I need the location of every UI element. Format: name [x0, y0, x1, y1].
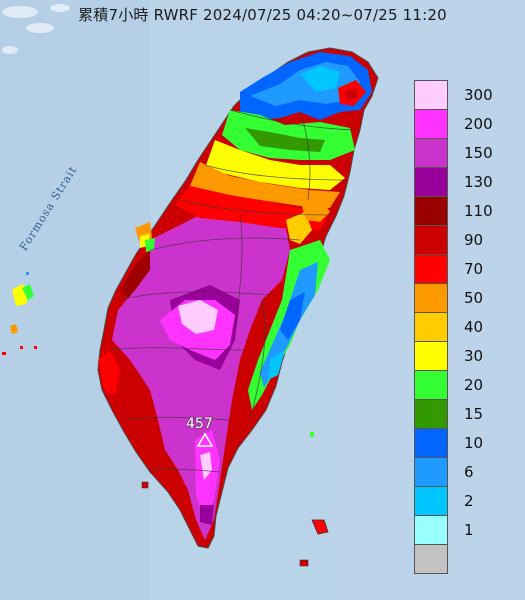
legend-label: 20 — [464, 376, 484, 394]
legend-swatch — [414, 341, 448, 371]
legend-swatch — [414, 515, 448, 545]
cloud-patch — [2, 4, 70, 54]
legend-swatch — [414, 80, 448, 110]
peak-value: 457 — [186, 416, 213, 432]
legend-label: 2 — [464, 492, 474, 510]
county-boundaries — [111, 109, 356, 473]
legend-label: 6 — [464, 463, 474, 481]
legend-swatch — [414, 399, 448, 429]
liuqiu-island — [141, 481, 149, 489]
legend-swatch — [414, 138, 448, 168]
legend-swatch — [414, 370, 448, 400]
legend-label: 70 — [464, 260, 484, 278]
legend-swatch — [414, 254, 448, 284]
legend-swatch — [414, 312, 448, 342]
legend-label: 10 — [464, 434, 484, 452]
legend-swatch — [414, 196, 448, 226]
legend-label: 1 — [464, 521, 474, 539]
legend-label: 150 — [464, 144, 493, 162]
legend-label: 200 — [464, 115, 493, 133]
legend-label: 30 — [464, 347, 484, 365]
legend-swatch — [414, 486, 448, 516]
legend-swatch — [414, 544, 448, 574]
legend-swatch — [414, 225, 448, 255]
legend-label: 50 — [464, 289, 484, 307]
orchid-island — [299, 559, 309, 567]
legend-label: 130 — [464, 173, 493, 191]
green-island — [311, 519, 329, 535]
legend-swatch — [414, 167, 448, 197]
legend-swatch — [414, 428, 448, 458]
legend-swatch — [414, 283, 448, 313]
legend-label: 15 — [464, 405, 484, 423]
legend-label: 300 — [464, 86, 493, 104]
map-title: 累積7小時 RWRF 2024/07/25 04:20~07/25 11:20 — [78, 6, 447, 24]
legend-swatch — [414, 109, 448, 139]
legend-swatch — [414, 457, 448, 487]
legend-label: 90 — [464, 231, 484, 249]
legend-label: 110 — [464, 202, 493, 220]
peak-marker-icon — [196, 432, 214, 447]
legend-label: 40 — [464, 318, 484, 336]
